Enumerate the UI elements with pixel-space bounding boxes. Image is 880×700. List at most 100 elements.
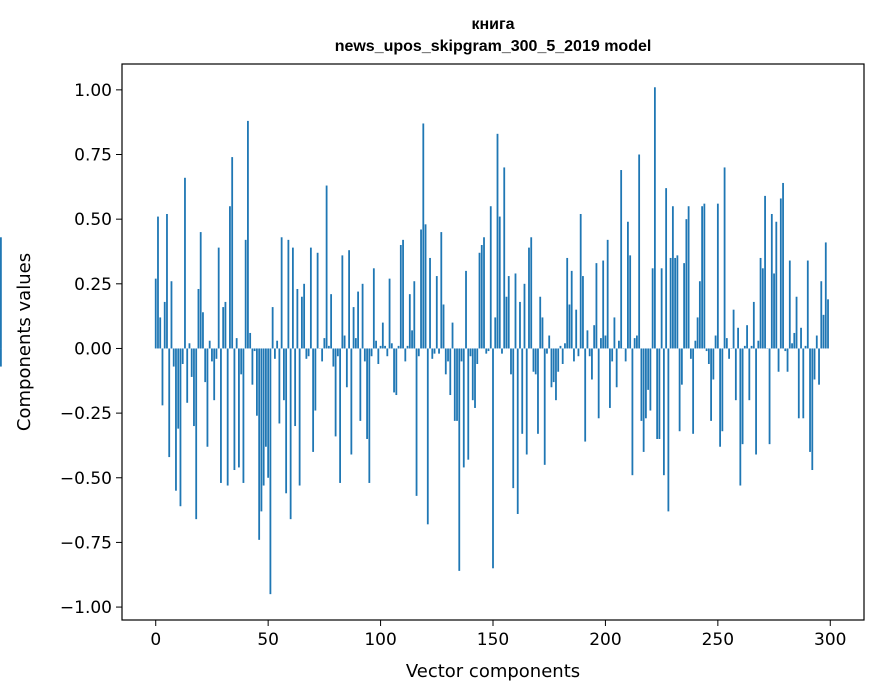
bar (789, 261, 791, 349)
bar (647, 348, 649, 389)
bar (272, 307, 274, 348)
bar (685, 219, 687, 348)
bar (292, 248, 294, 349)
bar (357, 292, 359, 349)
bar (753, 302, 755, 349)
bar (209, 341, 211, 349)
bar (562, 348, 564, 364)
bar (809, 348, 811, 451)
bar (240, 348, 242, 374)
bar (658, 348, 660, 439)
bar (506, 297, 508, 349)
bar (760, 258, 762, 349)
bar (737, 328, 739, 349)
bar (456, 348, 458, 420)
bar (380, 346, 382, 349)
bar (449, 348, 451, 395)
bar (236, 338, 238, 348)
bar (564, 343, 566, 348)
bar (533, 348, 535, 371)
bar (225, 302, 227, 349)
bar (823, 315, 825, 349)
bar (418, 348, 420, 356)
bar (321, 348, 323, 361)
bar (254, 348, 256, 351)
bar (422, 123, 424, 348)
bar (818, 348, 820, 384)
bar (290, 348, 292, 519)
bar (503, 167, 505, 348)
bar (708, 348, 710, 364)
bar (544, 348, 546, 464)
bar (402, 240, 404, 349)
bar (483, 237, 485, 348)
bar (416, 348, 418, 495)
bar (575, 310, 577, 349)
bar (825, 242, 827, 348)
bar (339, 348, 341, 482)
bar (263, 348, 265, 485)
bar (413, 281, 415, 348)
bar (310, 248, 312, 349)
bar (654, 87, 656, 348)
bar (773, 273, 775, 348)
bar (270, 348, 272, 594)
bar (589, 348, 591, 356)
bar (587, 330, 589, 348)
bar (431, 348, 433, 358)
x-tick-label: 100 (364, 630, 396, 650)
bar (326, 186, 328, 349)
bar (764, 196, 766, 349)
bar (571, 271, 573, 349)
bar (400, 245, 402, 348)
bar (733, 310, 735, 349)
bar (296, 289, 298, 348)
bar (265, 348, 267, 446)
bar (699, 281, 701, 348)
bar (641, 348, 643, 420)
bar (769, 348, 771, 444)
bar (501, 348, 503, 353)
bar (328, 346, 330, 349)
bar (231, 157, 233, 348)
bar (643, 348, 645, 451)
x-tick-label: 50 (257, 630, 279, 650)
bar (805, 346, 807, 349)
bar (584, 348, 586, 441)
bar (443, 305, 445, 349)
bar (353, 307, 355, 348)
bar (771, 214, 773, 348)
y-tick-label: −0.75 (60, 533, 112, 553)
bar (746, 325, 748, 348)
bar (467, 348, 469, 459)
bar (649, 348, 651, 410)
bar (285, 348, 287, 493)
bar (827, 299, 829, 348)
bar (407, 346, 409, 349)
bar (582, 276, 584, 348)
bar (663, 348, 665, 475)
bar (618, 341, 620, 349)
bar (323, 338, 325, 348)
bar (177, 348, 179, 428)
bar (632, 348, 634, 475)
bar (175, 348, 177, 490)
bar (591, 348, 593, 379)
bar (229, 206, 231, 348)
bar (346, 348, 348, 387)
bar (164, 302, 166, 349)
bar (560, 346, 562, 349)
bar (274, 348, 276, 358)
bar (539, 297, 541, 349)
bar (557, 348, 559, 371)
bar (395, 348, 397, 395)
bar (249, 333, 251, 349)
bar (717, 204, 719, 349)
bar (287, 240, 289, 349)
bar (580, 214, 582, 348)
bar (377, 348, 379, 364)
bar (375, 341, 377, 349)
bar (652, 268, 654, 348)
bar (238, 348, 240, 467)
